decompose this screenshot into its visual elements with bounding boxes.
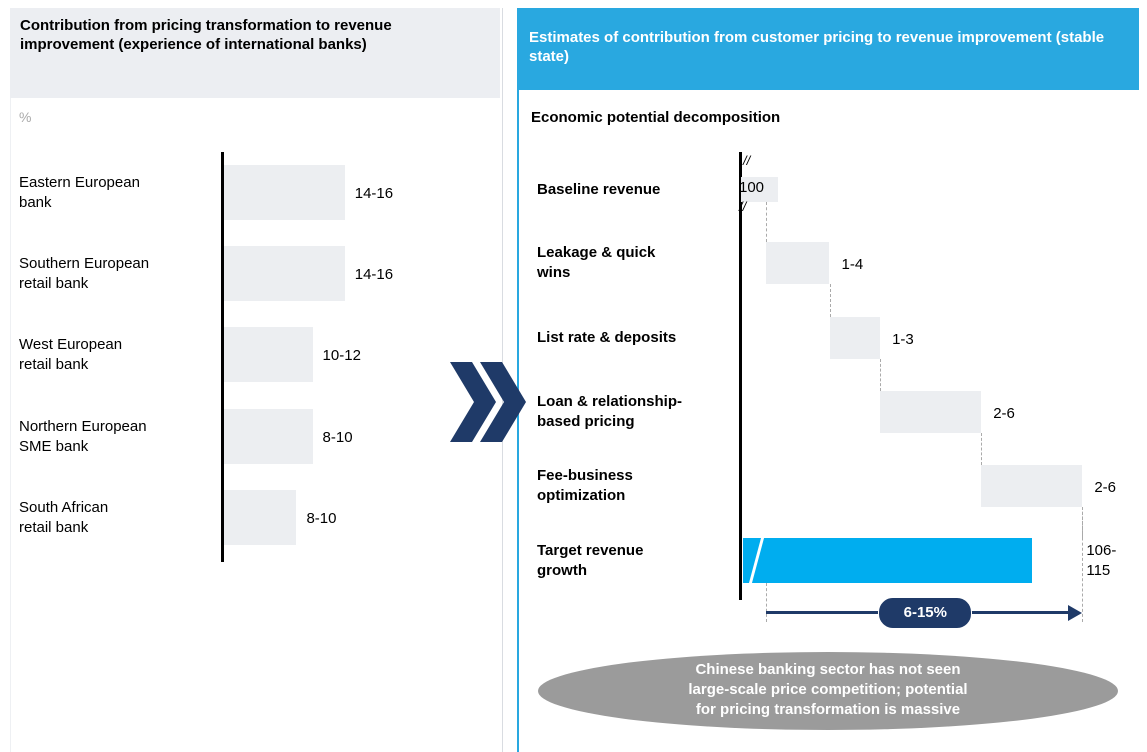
callout: Chinese banking sector has not seen larg… <box>538 652 1118 730</box>
left-header: Contribution from pricing transformation… <box>10 8 500 98</box>
value-label: 10-12 <box>322 347 361 364</box>
value-label: 1-4 <box>841 256 864 273</box>
break-mark: // <box>739 199 747 214</box>
bar <box>224 409 313 464</box>
category-label: Northern European SME bank <box>19 418 147 455</box>
category-label: Eastern European bank <box>19 174 140 211</box>
right-axis <box>739 152 742 600</box>
value-label: 2-6 <box>1094 479 1117 496</box>
category-label: Baseline revenue <box>537 180 661 198</box>
break-mark: // <box>743 153 751 168</box>
unit-label: % <box>19 109 32 125</box>
connector <box>766 202 768 242</box>
value-label: 14-16 <box>354 185 394 202</box>
bar <box>766 242 830 284</box>
chevron <box>450 362 526 442</box>
right-panel <box>517 8 1139 752</box>
value-label: 100 <box>739 179 765 196</box>
connector <box>829 284 831 317</box>
bar <box>224 490 297 545</box>
value-label: 2-6 <box>993 405 1015 422</box>
category-label: West European retail bank <box>19 336 123 373</box>
value-label: 106-115 <box>1086 541 1117 579</box>
category-label: Target revenue growth <box>537 541 644 579</box>
value-label: 14-16 <box>354 266 394 283</box>
value-label: 1-3 <box>892 331 914 348</box>
bar <box>224 165 345 220</box>
value-label: 8-10 <box>322 429 353 446</box>
left-axis <box>221 152 224 562</box>
bar <box>880 391 982 433</box>
bar <box>224 246 345 301</box>
category-label: Southern European retail bank <box>19 255 150 292</box>
category-label: List rate & deposits <box>537 329 677 346</box>
value-label: 8-10 <box>306 510 337 527</box>
arrow-head <box>1068 605 1083 621</box>
bar <box>741 177 779 202</box>
category-label: Fee-business optimization <box>537 467 633 504</box>
right-header: Estimates of contribution from customer … <box>517 8 1139 90</box>
bar <box>981 465 1083 507</box>
total-bar <box>743 538 1032 583</box>
connector <box>766 583 768 622</box>
bar <box>829 317 881 359</box>
connector <box>981 433 983 465</box>
connector <box>1082 507 1084 622</box>
category-label: Loan & relationship- based pricing <box>537 393 683 430</box>
category-label: South African retail bank <box>19 499 109 536</box>
bar <box>224 327 313 382</box>
right-subtitle: Economic potential decomposition <box>531 109 781 126</box>
connector <box>880 359 882 391</box>
arrow-label: 6-15% <box>878 597 973 629</box>
category-label: Leakage & quick wins <box>537 244 656 281</box>
